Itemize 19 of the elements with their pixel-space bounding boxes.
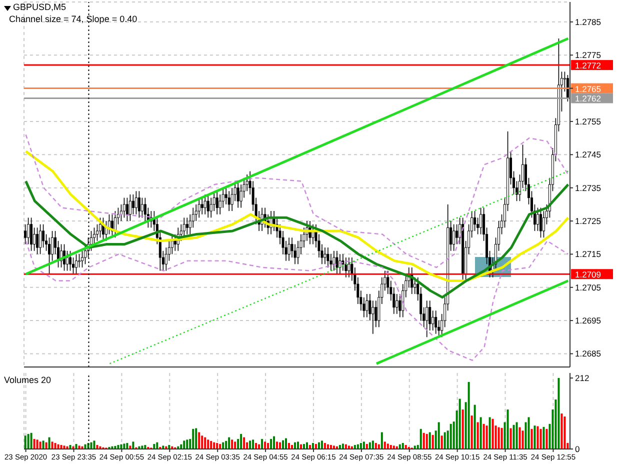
chart-title: Volumes 20: [4, 375, 52, 385]
ref-line-label: 1.2762: [575, 94, 602, 104]
ref-line-label: 1.2709: [575, 270, 602, 280]
y-tick-label: 1.2755: [575, 116, 602, 126]
y-tick-label: 1.2695: [575, 316, 602, 326]
y-tick-label: 1.2785: [575, 16, 602, 27]
y-tick-label: 1.2775: [575, 50, 602, 60]
y-tick-label: 0: [575, 444, 580, 454]
y-tick-label: 1.2705: [575, 282, 602, 292]
y-tick-label: 212: [575, 373, 590, 384]
ref-line-label: 1.2765: [575, 84, 602, 94]
chart-title: GBPUSD,M5: [13, 2, 66, 12]
ref-line-label: 1.2772: [575, 60, 602, 71]
y-tick-label: 1.2715: [575, 249, 602, 260]
y-tick-label: 1.2685: [575, 348, 602, 359]
y-tick-label: 1.2745: [575, 150, 602, 160]
y-tick-label: 1.2735: [575, 182, 602, 193]
text: Channel size = 74, Slope = 0.40: [9, 14, 138, 24]
y-tick-label: 1.2725: [575, 216, 602, 226]
